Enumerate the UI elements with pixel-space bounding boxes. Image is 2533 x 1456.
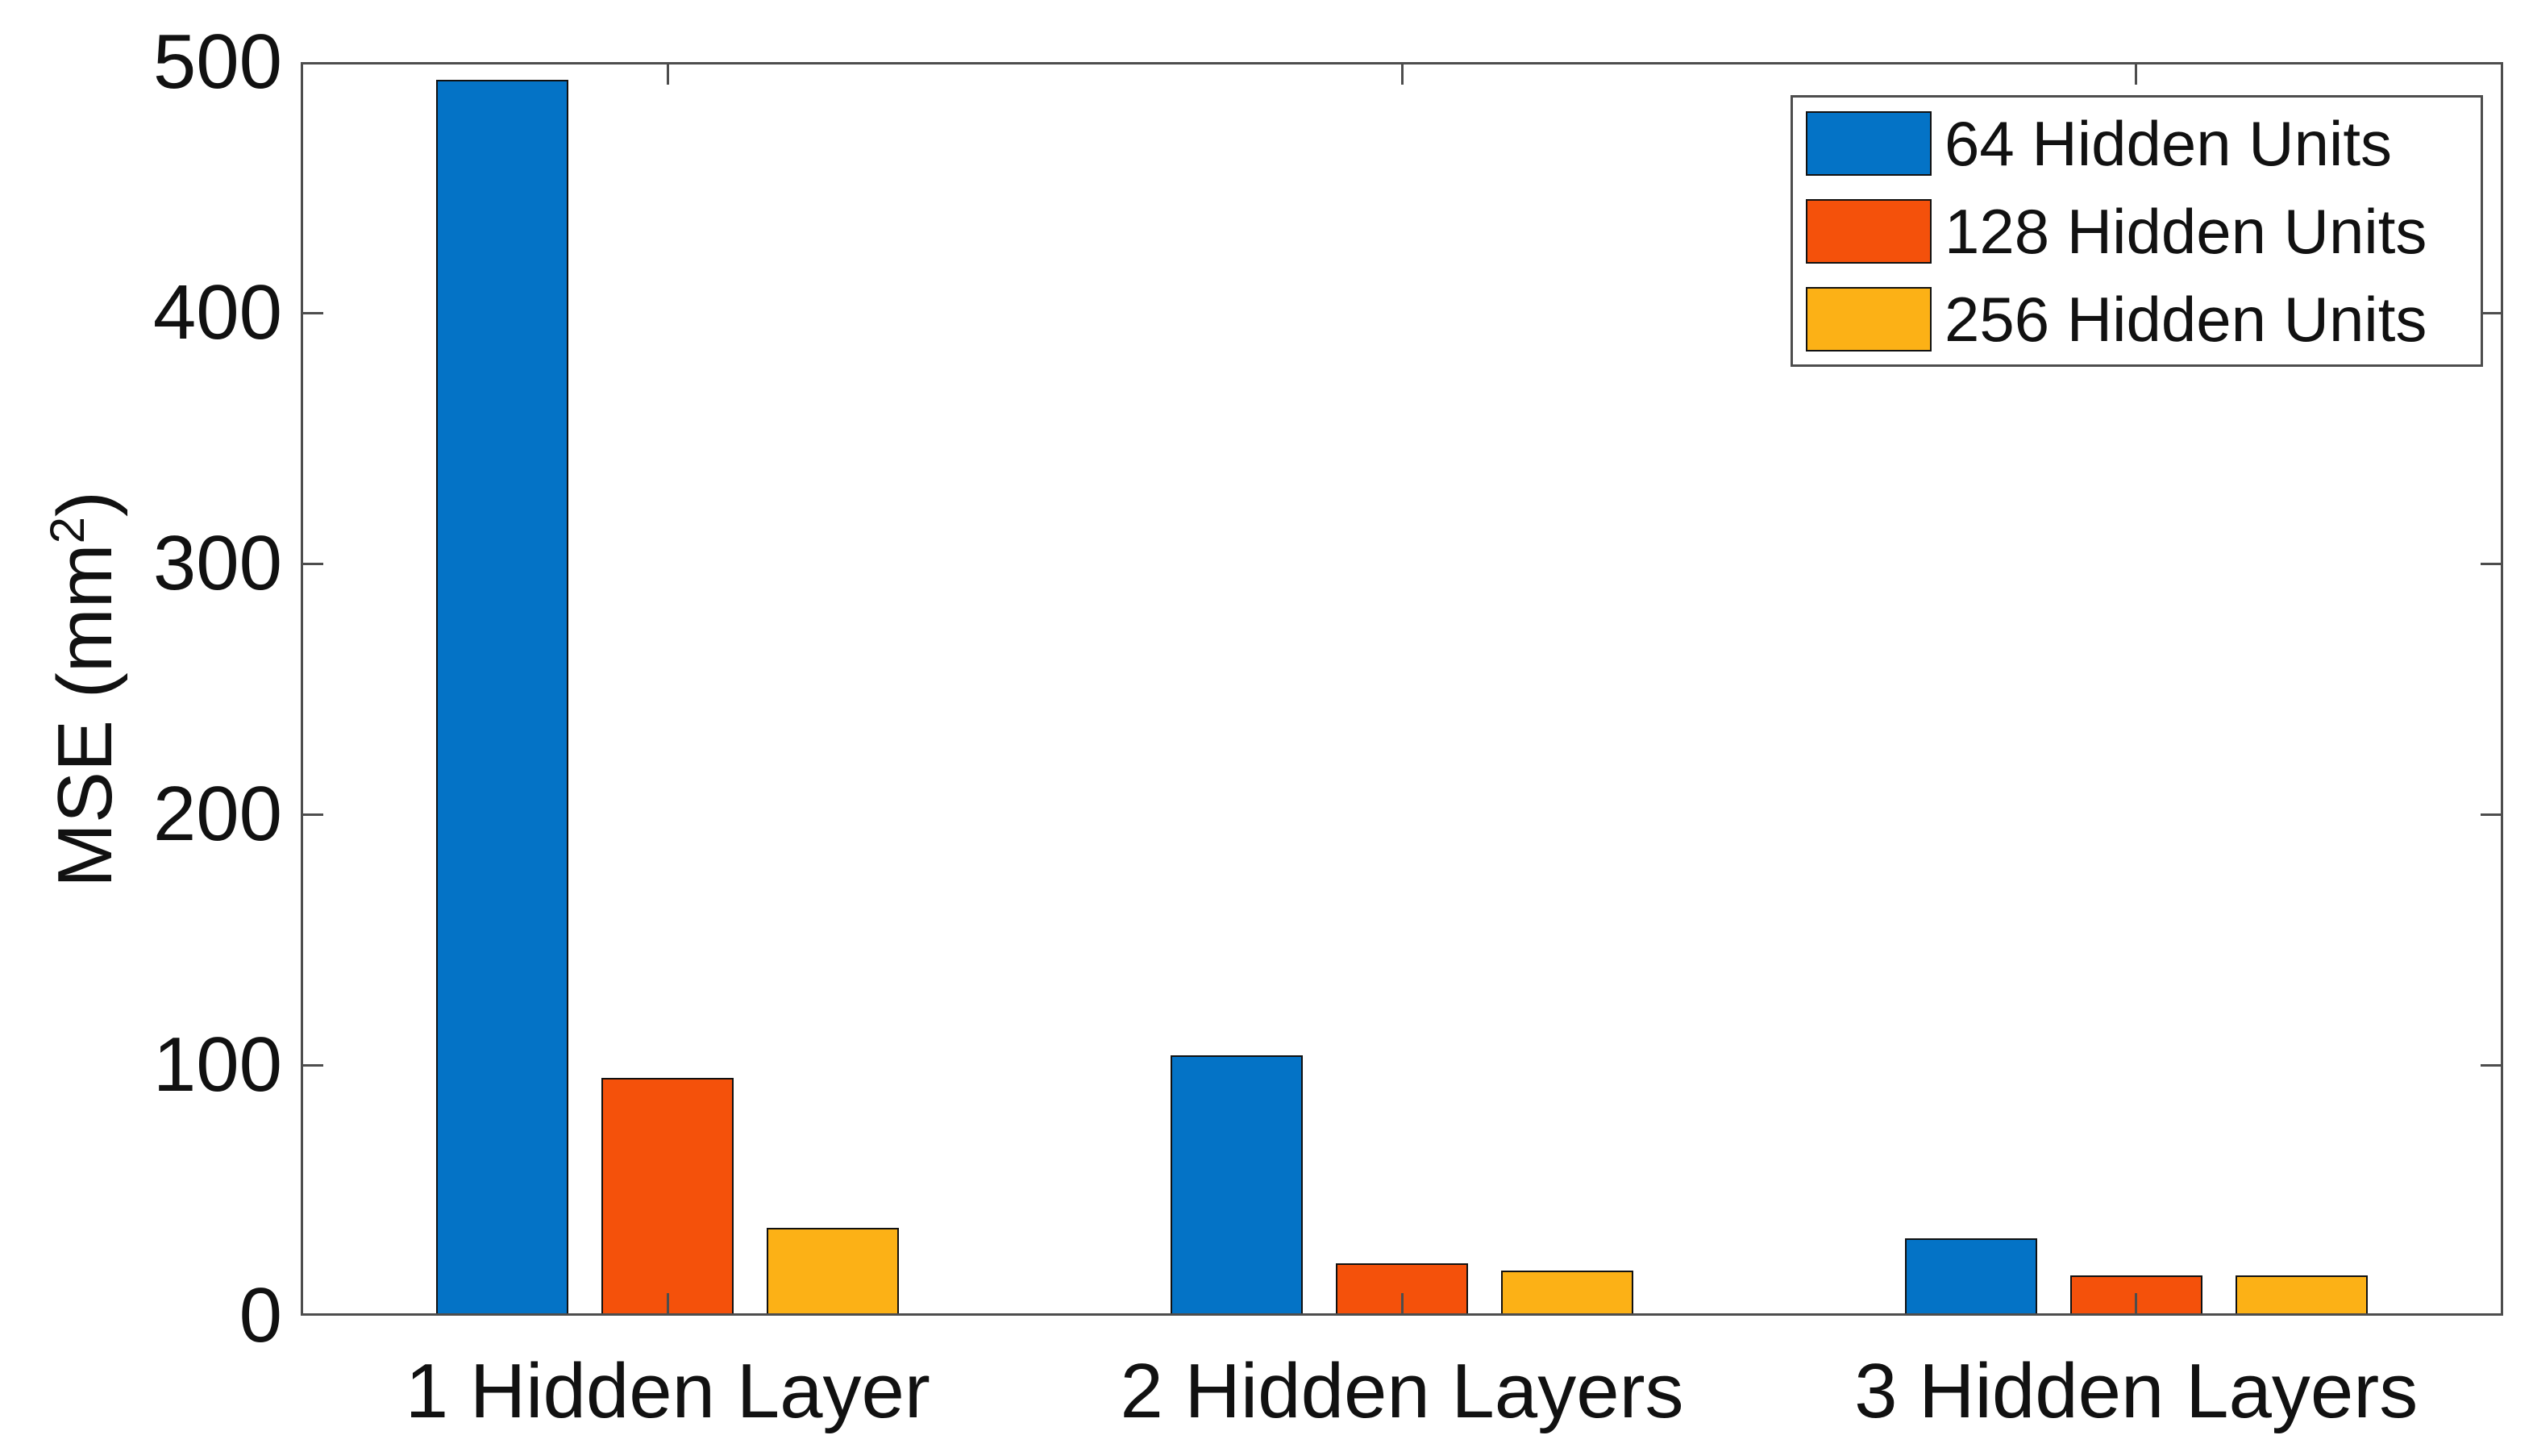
y-axis-label-text: MSE (mm [42,543,128,888]
x-tick-label: 2 Hidden Layers [1120,1348,1684,1434]
y-tick-left [301,562,323,565]
legend-row: 64 Hidden Units [1806,111,2481,176]
x-tick-top [666,62,669,85]
bar-256-hidden-units-2 [1500,1271,1633,1316]
y-tick-label: 300 [152,520,282,606]
y-tick-label: 400 [152,269,282,356]
legend-swatch [1806,199,1932,264]
bar-128-hidden-units-2 [1336,1263,1468,1316]
legend-swatch [1806,287,1932,352]
y-tick-right [2481,813,2503,816]
legend: 64 Hidden Units 128 Hidden Units 256 Hidde… [1791,95,2483,367]
bar-256-hidden-units-3 [2235,1275,2368,1316]
y-axis-label: MSE (mm2) [27,491,128,888]
plot-area [301,62,2503,1316]
bar-128-hidden-units-1 [601,1077,734,1316]
x-tick-top [1400,62,1404,85]
legend-row: 256 Hidden Units [1806,287,2481,352]
bar-64-hidden-units-3 [1904,1238,2037,1316]
y-tick-right [2481,1063,2503,1067]
x-tick-label: 1 Hidden Layer [405,1348,930,1434]
y-axis-label-suffix: ) [42,491,128,517]
y-tick-right [2481,562,2503,565]
y-tick-left [301,813,323,816]
legend-label: 64 Hidden Units [1944,108,2392,179]
y-tick-right [2481,311,2503,314]
y-tick-label: 200 [152,771,282,857]
y-axis-label-superscript: 2 [40,516,94,544]
y-tick-left [301,1063,323,1067]
bar-64-hidden-units-1 [436,79,569,1316]
x-tick-bottom [1400,1293,1404,1316]
y-tick-left [301,311,323,314]
x-tick-top [2135,62,2138,85]
y-tick-label: 0 [239,1272,282,1358]
bar-256-hidden-units-1 [767,1228,900,1316]
x-tick-bottom [2135,1293,2138,1316]
legend-row: 128 Hidden Units [1806,199,2481,264]
legend-label: 128 Hidden Units [1944,196,2427,267]
legend-label: 256 Hidden Units [1944,284,2427,355]
y-tick-label: 500 [152,19,282,105]
x-tick-bottom [666,1293,669,1316]
bar-64-hidden-units-2 [1171,1055,1304,1316]
legend-swatch [1806,111,1932,176]
y-tick-label: 100 [152,1021,282,1108]
x-tick-label: 3 Hidden Layers [1854,1348,2419,1434]
